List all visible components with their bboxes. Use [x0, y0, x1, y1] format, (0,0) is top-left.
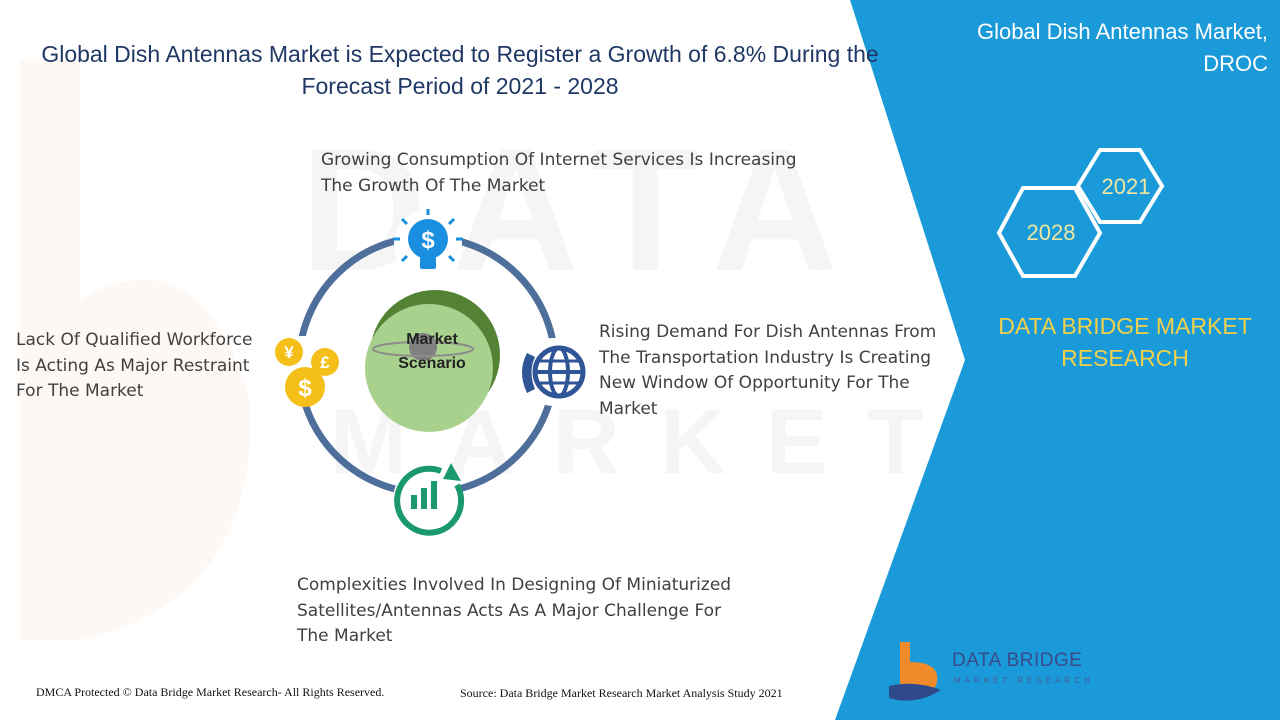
driver-text-left: Lack Of Qualified Workforce Is Acting As…: [16, 330, 253, 401]
dollar-lightbulb-icon: $: [393, 209, 463, 277]
center-label-line1: Market: [406, 331, 458, 348]
panel-title: Global Dish Antennas Market, DROC: [928, 16, 1268, 80]
logo-name: DATA BRIDGE: [952, 650, 1083, 671]
cycle-diagram: $ ¥ £ $: [269, 209, 588, 536]
logo-mark: [889, 642, 941, 701]
currency-coins-icon: ¥ £ $: [269, 336, 339, 407]
svg-text:¥: ¥: [284, 343, 294, 362]
watermark-logo-shape: [20, 60, 251, 640]
driver-text-right: Rising Demand For Dish Antennas From The…: [599, 322, 937, 419]
phone-globe-icon: [520, 338, 588, 406]
year-hexagons: 2021 2028: [996, 148, 1165, 278]
footer-copyright: DMCA Protected © Data Bridge Market Rese…: [36, 685, 385, 699]
growth-chart-icon: [393, 463, 465, 536]
panel-brand: DATA BRIDGE MARKET RESEARCH: [975, 310, 1275, 374]
hexagon-2021: [1075, 148, 1165, 224]
year-start-label: 2021: [1102, 174, 1151, 199]
panel-title-line1: Global Dish Antennas Market,: [976, 19, 1268, 44]
svg-text:$: $: [421, 227, 435, 254]
hexagon-2028: [996, 186, 1103, 278]
footer-source: Source: Data Bridge Market Research Mark…: [460, 686, 783, 700]
driver-text-bottom: Complexities Involved In Designing Of Mi…: [297, 575, 732, 646]
center-circle: [365, 304, 493, 432]
svg-text:£: £: [320, 353, 330, 372]
center-label-line2: Scenario: [398, 355, 466, 372]
planet-ring: [372, 341, 474, 357]
svg-text:$: $: [298, 375, 312, 402]
driver-text-top: Growing Consumption Of Internet Services…: [321, 150, 797, 196]
panel-title-line2: DROC: [1203, 51, 1268, 76]
panel-brand-line1: DATA BRIDGE MARKET: [998, 313, 1252, 339]
panel-brand-line2: RESEARCH: [1061, 345, 1189, 371]
year-end-label: 2028: [1027, 220, 1076, 245]
center-label: Market Scenario: [372, 328, 492, 376]
page-title: Global Dish Antennas Market is Expected …: [41, 41, 879, 99]
planet-icon: [409, 333, 437, 361]
logo-tagline: MARKET RESEARCH: [954, 676, 1094, 685]
